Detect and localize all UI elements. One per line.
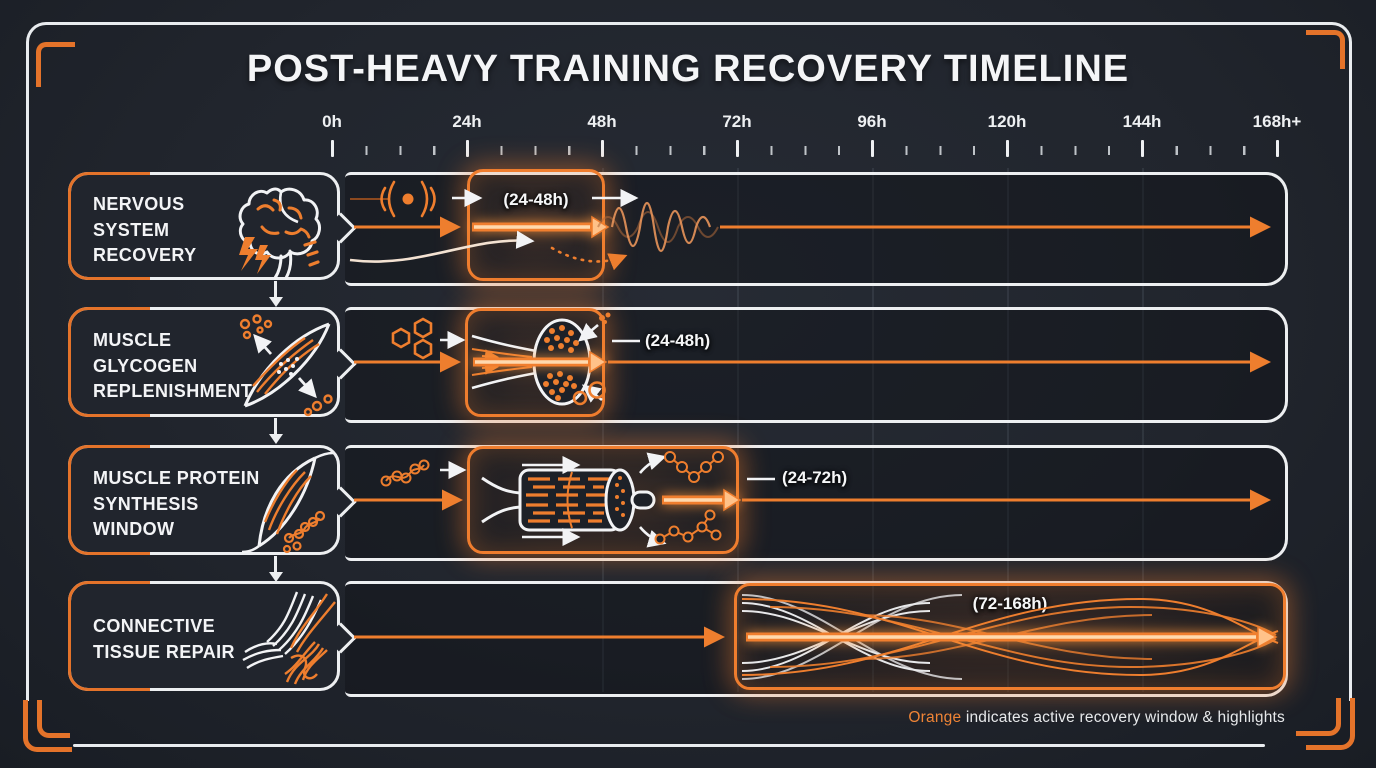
- dotted-arc-arrow: [550, 246, 628, 271]
- lane-graphics-muscle-glycogen: [354, 312, 1271, 406]
- window-label: (24-72h): [782, 468, 848, 487]
- gridline: [1007, 168, 1009, 692]
- axis-tick-label: 96h: [857, 112, 887, 131]
- active-window-arrow: [662, 488, 742, 512]
- lane-muscle-protein: [345, 445, 1288, 561]
- row-label: CONNECTIVE TISSUE REPAIR: [93, 616, 235, 662]
- axis-tick-label: 120h: [987, 112, 1027, 131]
- glycogen-particles: [239, 314, 333, 417]
- axis-tick-label: 0h: [322, 112, 342, 131]
- corner-bracket-top-right: [1306, 30, 1345, 69]
- gridline: [872, 168, 874, 692]
- active-window-arrow: [473, 350, 608, 374]
- row-label-box-connective-tissue: CONNECTIVE TISSUE REPAIR: [68, 581, 340, 691]
- row-label: MUSCLE GLYCOGEN REPLENISHMENT: [93, 330, 253, 402]
- row-connector-line: [274, 556, 277, 573]
- row-connector-arrowhead: [269, 434, 283, 444]
- axis-major-tick: [1276, 140, 1279, 157]
- corner-bracket-top-left: [36, 42, 75, 87]
- row-label: MUSCLE PROTEIN SYNTHESIS WINDOW: [93, 468, 260, 540]
- glycogen-granules: [543, 325, 579, 401]
- label-box-accent: [68, 307, 150, 417]
- corner-bracket-bottom-right-inner: [1296, 698, 1341, 736]
- axis-major-tick: [1006, 140, 1009, 157]
- lane-graphics-nervous-system: [349, 180, 1271, 271]
- amino-acid-chain-icon: [380, 459, 430, 487]
- legend-footnote-text: indicates active recovery window & highl…: [961, 709, 1285, 726]
- axis-minor-ticks: [332, 146, 1280, 155]
- gridline: [1142, 168, 1144, 692]
- axis-major-tick: [331, 140, 334, 157]
- bottom-frame-line: [73, 744, 1265, 747]
- outer-frame: [26, 22, 1352, 701]
- axis-major-tick: [601, 140, 604, 157]
- axis-major-tick: [1141, 140, 1144, 157]
- window-label: (24-48h): [503, 190, 569, 209]
- muscle-glycogen-icon: [239, 314, 333, 417]
- lane-graphics-connective-tissue: [354, 594, 1279, 680]
- muscle-protein-icon: [241, 451, 334, 554]
- window-label: (24-48h): [645, 331, 711, 350]
- axis-major-tick: [466, 140, 469, 157]
- amino-acid-chain: [282, 510, 326, 554]
- row-connector-arrowhead: [269, 572, 283, 582]
- legend-footnote-highlight: Orange: [908, 709, 962, 726]
- axis-tick-label: 72h: [722, 112, 752, 131]
- active-window-arrow: [472, 215, 610, 239]
- row-connector-line: [274, 281, 277, 298]
- legend-footnote: Orange indicates active recovery window …: [908, 709, 1285, 727]
- row-connector-arrowhead: [269, 297, 283, 307]
- glycogen-dots: [277, 357, 299, 376]
- label-box-accent: [68, 172, 150, 280]
- brain-lightning-icon: [238, 187, 321, 280]
- active-window-arrow: [746, 625, 1278, 649]
- connective-fibers-icon: [242, 591, 336, 685]
- protein-molecule-bottom: [654, 509, 722, 545]
- gridline: [737, 168, 739, 692]
- oscillation-wave-faint: [597, 211, 719, 243]
- label-box-accent: [68, 445, 150, 555]
- corner-bracket-bottom-left-outer: [23, 700, 72, 752]
- row-label-box-muscle-glycogen: MUSCLE GLYCOGEN REPLENISHMENT: [68, 307, 340, 417]
- axis-tick-label: 48h: [587, 112, 617, 131]
- oscillation-wave: [610, 202, 712, 252]
- window-label: (72-168h): [972, 594, 1048, 613]
- corner-bracket-bottom-left-inner: [37, 700, 70, 738]
- gridline: [602, 168, 604, 692]
- row-label-box-nervous-system: NERVOUS SYSTEM RECOVERY: [68, 172, 340, 280]
- axis-tick-label: 144h: [1122, 112, 1162, 131]
- lane-nervous-system: [345, 172, 1288, 286]
- axis-major-tick: [871, 140, 874, 157]
- row-label: NERVOUS SYSTEM RECOVERY: [93, 194, 197, 266]
- axis-tick-label: 168h+: [1252, 112, 1302, 131]
- curved-recovery-arrow: [349, 230, 535, 263]
- page-title: POST-HEAVY TRAINING RECOVERY TIMELINE: [246, 48, 1130, 90]
- lane-graphics-muscle-protein: [354, 451, 1271, 548]
- glucose-hexagons-icon: [391, 317, 433, 360]
- row-connector-line: [274, 418, 277, 435]
- synapse-icon: [380, 180, 436, 218]
- label-box-accent: [68, 581, 150, 691]
- protein-molecule-top: [664, 451, 724, 483]
- axis-major-tick: [736, 140, 739, 157]
- axis-tick-label: 24h: [452, 112, 482, 131]
- muscle-fiber-illustration: [481, 452, 667, 548]
- corner-bracket-bottom-right-outer: [1306, 698, 1355, 750]
- row-label-box-muscle-protein: MUSCLE PROTEIN SYNTHESIS WINDOW: [68, 445, 340, 555]
